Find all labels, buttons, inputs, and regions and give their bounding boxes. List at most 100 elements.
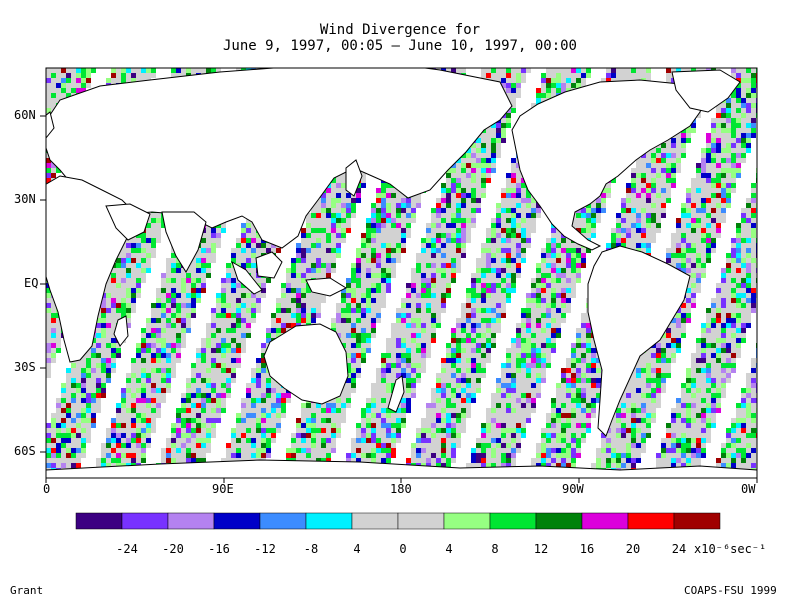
divergence-cell <box>511 278 516 283</box>
divergence-cell <box>516 188 521 193</box>
divergence-cell <box>326 253 331 258</box>
divergence-cell <box>456 68 461 73</box>
divergence-cell <box>521 78 526 83</box>
divergence-cell <box>106 78 111 83</box>
divergence-cell <box>666 253 671 258</box>
divergence-cell <box>471 203 476 208</box>
divergence-cell <box>291 298 296 303</box>
divergence-cell <box>311 213 316 218</box>
divergence-cell <box>171 298 176 303</box>
divergence-cell <box>546 258 551 263</box>
divergence-cell <box>376 298 381 303</box>
divergence-cell <box>716 113 721 118</box>
divergence-cell <box>676 138 681 143</box>
divergence-cell <box>741 153 746 158</box>
divergence-cell <box>306 248 311 253</box>
divergence-cell <box>556 88 561 93</box>
divergence-cell <box>501 258 506 263</box>
divergence-cell <box>616 78 621 83</box>
divergence-cell <box>466 293 471 298</box>
divergence-cell <box>671 238 676 243</box>
divergence-cell <box>566 238 571 243</box>
divergence-cell <box>436 283 441 288</box>
divergence-cell <box>531 218 536 223</box>
divergence-cell <box>481 133 486 138</box>
divergence-cell <box>121 298 126 303</box>
divergence-cell <box>326 263 331 268</box>
divergence-cell <box>681 243 686 248</box>
divergence-cell <box>671 243 676 248</box>
divergence-cell <box>346 223 351 228</box>
divergence-cell <box>511 98 516 103</box>
divergence-cell <box>171 293 176 298</box>
divergence-cell <box>741 158 746 163</box>
divergence-cell <box>631 68 636 73</box>
divergence-cell <box>486 158 491 163</box>
divergence-cell <box>236 283 241 288</box>
divergence-cell <box>581 228 586 233</box>
divergence-cell <box>376 223 381 228</box>
divergence-cell <box>706 143 711 148</box>
divergence-cell <box>481 183 486 188</box>
divergence-cell <box>186 298 191 303</box>
divergence-cell <box>291 293 296 298</box>
divergence-cell <box>426 223 431 228</box>
divergence-cell <box>196 298 201 303</box>
divergence-cell <box>141 258 146 263</box>
divergence-cell <box>516 178 521 183</box>
divergence-cell <box>741 213 746 218</box>
divergence-cell <box>461 168 466 173</box>
divergence-cell <box>381 188 386 193</box>
divergence-cell <box>401 243 406 248</box>
divergence-cell <box>621 233 626 238</box>
divergence-cell <box>496 73 501 78</box>
divergence-cell <box>476 183 481 188</box>
divergence-cell <box>361 263 366 268</box>
divergence-cell <box>301 238 306 243</box>
divergence-cell <box>386 183 391 188</box>
divergence-cell <box>471 298 476 303</box>
divergence-cell <box>131 263 136 268</box>
divergence-cell <box>731 258 736 263</box>
divergence-cell <box>501 253 506 258</box>
divergence-cell <box>421 273 426 278</box>
divergence-cell <box>621 243 626 248</box>
divergence-cell <box>296 253 301 258</box>
divergence-cell <box>211 248 216 253</box>
divergence-cell <box>701 248 706 253</box>
divergence-cell <box>626 188 631 193</box>
divergence-cell <box>361 238 366 243</box>
divergence-cell <box>146 218 151 223</box>
divergence-cell <box>666 258 671 263</box>
divergence-cell <box>551 68 556 73</box>
divergence-cell <box>741 288 746 293</box>
divergence-cell <box>701 158 706 163</box>
divergence-cell <box>751 68 756 73</box>
divergence-cell <box>351 213 356 218</box>
divergence-cell <box>186 288 191 293</box>
divergence-cell <box>446 193 451 198</box>
divergence-cell <box>506 183 511 188</box>
divergence-cell <box>686 223 691 228</box>
divergence-cell <box>386 188 391 193</box>
divergence-cell <box>46 178 51 183</box>
divergence-cell <box>481 288 486 293</box>
divergence-cell <box>491 143 496 148</box>
divergence-cell <box>136 268 141 273</box>
divergence-cell <box>441 188 446 193</box>
divergence-cell <box>461 198 466 203</box>
divergence-cell <box>621 223 626 228</box>
divergence-cell <box>746 88 751 93</box>
divergence-cell <box>681 68 686 73</box>
divergence-cell <box>316 268 321 273</box>
divergence-cell <box>706 243 711 248</box>
divergence-cell <box>731 188 736 193</box>
divergence-cell <box>311 258 316 263</box>
divergence-cell <box>396 218 401 223</box>
divergence-cell <box>696 213 701 218</box>
divergence-cell <box>751 73 756 78</box>
divergence-cell <box>381 213 386 218</box>
divergence-cell <box>731 243 736 248</box>
divergence-cell <box>371 273 376 278</box>
divergence-cell <box>331 218 336 223</box>
